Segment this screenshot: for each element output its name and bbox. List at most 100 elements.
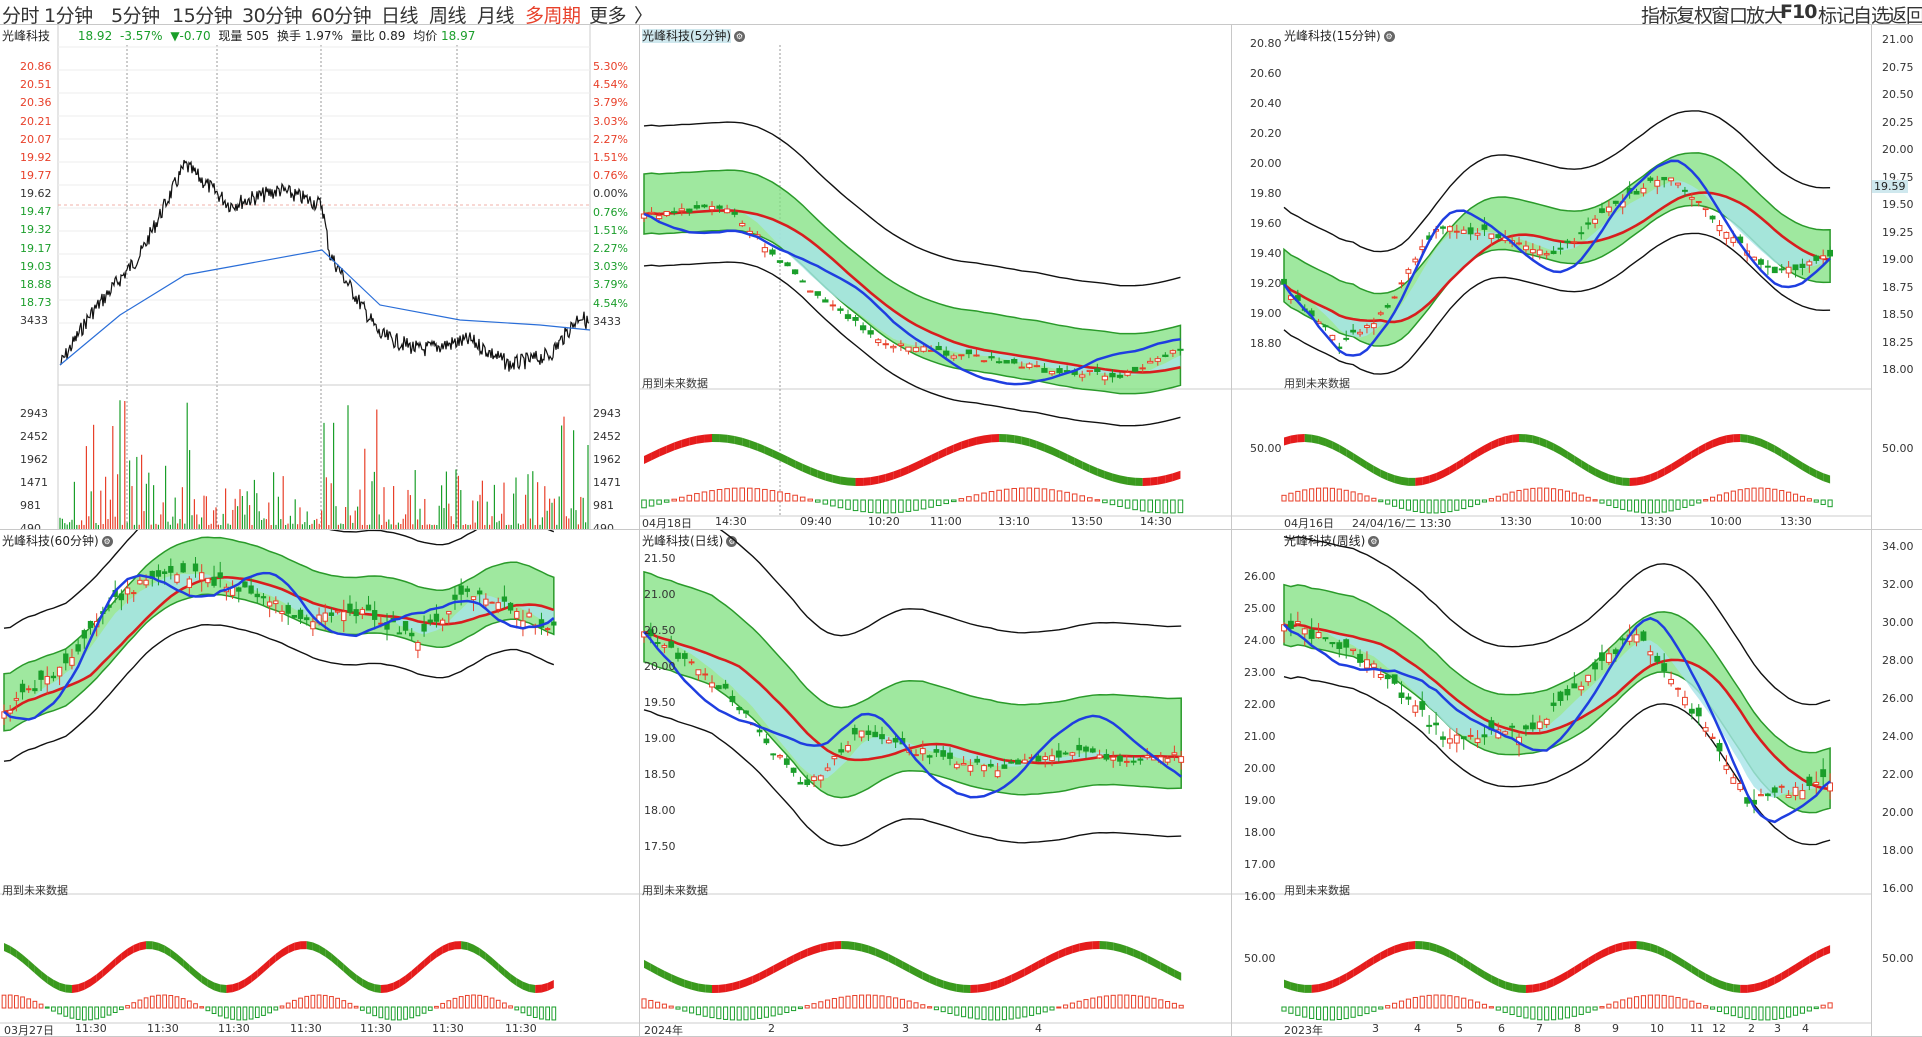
candle-body <box>1124 372 1131 376</box>
candle-body <box>353 609 359 617</box>
tab-daily[interactable]: 日线 <box>381 5 419 27</box>
candle-body <box>822 299 829 303</box>
macd-bar <box>701 491 708 502</box>
ma-red <box>1283 623 1831 791</box>
ma-red <box>643 630 1182 765</box>
settings-icon[interactable]: ⚙ <box>101 536 113 547</box>
kline-weekly-panel[interactable]: 光峰科技(周线) ⚙ 用到未来数据 26.00 25.00 24.00 23.00 22.… <box>1232 530 1872 1037</box>
macd-bar <box>1703 499 1709 502</box>
candle-body <box>75 644 81 652</box>
tab-60min[interactable]: 60分钟 <box>311 5 372 27</box>
kline-5min-panel[interactable]: 光峰科技(5分钟) ⚙ 用到未来数据 04月18日 14:30 09:40 10:20 1… <box>640 25 1232 530</box>
macd-ribbon <box>1546 978 1554 990</box>
macd-bar <box>1083 999 1089 1009</box>
macd-bar <box>143 997 149 1009</box>
axis-label: 4.54% <box>593 296 628 310</box>
candle-body <box>716 205 723 209</box>
tool-watchlist[interactable]: 自选 <box>1853 5 1890 27</box>
settings-icon[interactable]: ⚙ <box>1383 31 1395 42</box>
tool-back[interactable]: 返回 <box>1888 5 1922 27</box>
candle-body <box>858 730 865 738</box>
macd-bar <box>1419 995 1425 1009</box>
kline-15min-panel[interactable]: 光峰科技(15分钟) ⚙ 用到未来数据 20.80 20.60 20.40 20.20 2… <box>1232 25 1872 530</box>
tool-f10[interactable]: F10 <box>1780 1 1817 23</box>
x-axis-label: 09:40 <box>800 515 832 528</box>
tool-window[interactable]: 窗口 <box>1711 5 1748 27</box>
kline-60min-panel[interactable]: 光峰科技(60分钟) ⚙ 用到未来数据 03月27日 11:30 11:30 11:30… <box>0 530 640 1037</box>
macd-ribbon <box>704 434 712 443</box>
tab-15min[interactable]: 15分钟 <box>172 5 233 27</box>
macd-ribbon <box>1463 958 1471 971</box>
macd-bar <box>1633 996 1640 1009</box>
tool-zoom[interactable]: 放大 <box>1746 5 1783 27</box>
macd-ribbon <box>1477 966 1485 980</box>
macd-ribbon <box>1684 450 1692 464</box>
candle-body <box>1605 206 1612 213</box>
boll-upper <box>719 530 1182 637</box>
candle-body <box>291 614 298 618</box>
macd-ribbon <box>1767 976 1775 988</box>
candle-body <box>514 610 520 619</box>
macd-bar <box>1034 487 1040 502</box>
candle-body <box>1329 334 1336 341</box>
candle-body <box>211 576 217 586</box>
macd-bar <box>988 1006 994 1021</box>
macd-ribbon <box>999 434 1007 443</box>
candle-body <box>507 602 514 611</box>
timeshare-panel[interactable]: 光峰科技 18.92 -3.57% ▼-0.70 现量 505 换手 1.97%… <box>0 25 640 530</box>
macd-ribbon <box>275 949 282 962</box>
candle-body <box>1056 368 1063 374</box>
x-axis-label: 13:30 <box>1780 515 1812 528</box>
macd-bar <box>1019 487 1025 502</box>
candle-body <box>1488 233 1495 239</box>
tool-adjust[interactable]: 复权 <box>1676 5 1713 27</box>
x-axis-label: 5 <box>1456 1022 1463 1035</box>
tab-5min[interactable]: 5分钟 <box>111 5 160 27</box>
candle-body <box>334 610 341 613</box>
settings-icon[interactable]: ⚙ <box>734 31 745 42</box>
macd-bar <box>723 1006 729 1020</box>
cyan-band <box>1284 180 1831 338</box>
macd-ribbon <box>984 434 992 444</box>
macd-ribbon <box>772 449 780 461</box>
tool-mark[interactable]: 标记 <box>1818 5 1855 27</box>
macd-bar <box>427 1006 433 1011</box>
macd-ribbon <box>885 471 894 482</box>
candle-body <box>1467 227 1474 235</box>
candle-body <box>452 594 458 600</box>
kline-daily-panel[interactable]: 光峰科技(日线) ⚙ 用到未来数据 21.50 21.00 20.50 20.00 19.… <box>640 530 1232 1037</box>
macd-ribbon <box>1816 947 1824 960</box>
candle-body <box>1162 354 1169 357</box>
tab-1min[interactable]: 1分钟 <box>44 5 93 27</box>
tab-multi-period[interactable]: 多周期 <box>525 5 581 27</box>
settings-icon[interactable]: ⚙ <box>1368 536 1380 547</box>
candle-body <box>1131 366 1139 372</box>
settings-icon[interactable]: ⚙ <box>726 536 738 547</box>
macd-bar <box>1613 1001 1619 1009</box>
last-price: 18.92 <box>77 29 113 43</box>
tab-more[interactable]: 更多 <box>589 5 627 27</box>
macd-bar <box>831 998 837 1009</box>
tab-30min[interactable]: 30分钟 <box>242 5 303 27</box>
macd-bar <box>20 996 25 1009</box>
tab-monthly[interactable]: 月线 <box>477 5 515 27</box>
tab-weekly[interactable]: 周线 <box>429 5 467 27</box>
macd-bar <box>1530 1006 1536 1020</box>
tool-indicator[interactable]: 指标 <box>1641 5 1678 27</box>
macd-ribbon <box>498 963 505 977</box>
macd-ribbon <box>1038 957 1046 969</box>
axis-label: 18.00 <box>1882 844 1914 857</box>
macd-bar <box>1592 1006 1598 1011</box>
macd-bar <box>1357 1006 1363 1017</box>
macd-ribbon <box>739 978 746 989</box>
axis-label: 18.00 <box>1244 826 1276 839</box>
candle-body <box>688 661 695 664</box>
macd-bar <box>1064 491 1070 502</box>
macd-bar <box>872 994 878 1009</box>
macd-bar <box>1288 1006 1294 1014</box>
macd-bar <box>415 1006 421 1017</box>
candle-body <box>1764 265 1771 268</box>
panel-title-daily: 光峰科技(日线) <box>642 534 724 548</box>
tab-timeshare[interactable]: 分时 <box>2 5 40 27</box>
more-chevron-icon[interactable]: 〉 <box>634 5 653 27</box>
